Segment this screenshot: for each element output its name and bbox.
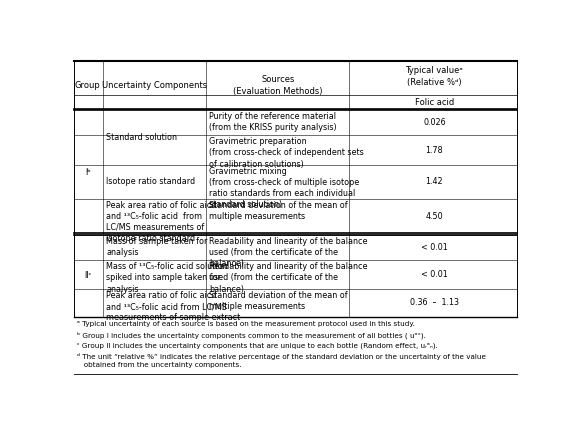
- Text: Group: Group: [75, 81, 100, 89]
- Text: Standard deviation of the mean of
multiple measurements: Standard deviation of the mean of multip…: [209, 291, 347, 311]
- Text: Gravimetric preparation
(from cross-check of independent sets
of calibration sol: Gravimetric preparation (from cross-chec…: [209, 137, 364, 169]
- Text: Standard deviation of the mean of
multiple measurements: Standard deviation of the mean of multip…: [209, 201, 347, 221]
- Text: Standard solution: Standard solution: [106, 133, 177, 142]
- Text: Readability and linearity of the balance
used (from the certificate of the
balan: Readability and linearity of the balance…: [209, 237, 368, 268]
- Text: 0.026: 0.026: [423, 118, 445, 127]
- Text: ᶜ Group II includes the uncertainty components that are unique to each bottle (R: ᶜ Group II includes the uncertainty comp…: [77, 343, 438, 349]
- Text: Uncertainty Components: Uncertainty Components: [102, 81, 207, 89]
- Text: IIᶜ: IIᶜ: [84, 271, 92, 280]
- Text: ᵇ Group I includes the uncertainty components common to the measurement of all b: ᵇ Group I includes the uncertainty compo…: [77, 332, 426, 339]
- Text: Sources
(Evaluation Methods): Sources (Evaluation Methods): [233, 75, 323, 95]
- Text: Purity of the reference material
(from the KRISS purity analysis): Purity of the reference material (from t…: [209, 112, 336, 132]
- Text: Mass of ¹³C₅-folic acid solution
spiked into sample taken for
analysis: Mass of ¹³C₅-folic acid solution spiked …: [106, 262, 228, 293]
- Text: ᵈ The unit “relative %” indicates the relative percentage of the standard deviat: ᵈ The unit “relative %” indicates the re…: [77, 353, 486, 368]
- Text: 1.78: 1.78: [425, 145, 443, 155]
- Text: 4.50: 4.50: [425, 212, 443, 221]
- Text: Iᵇ: Iᵇ: [85, 167, 91, 177]
- Text: Mass of sample taken for
analysis: Mass of sample taken for analysis: [106, 237, 208, 257]
- Text: ᵃ Typical uncertainty of each source is based on the measurement protocol used i: ᵃ Typical uncertainty of each source is …: [77, 321, 415, 327]
- Text: Folic acid: Folic acid: [415, 98, 454, 107]
- Text: Readability and linearity of the balance
used (from the certificate of the
balan: Readability and linearity of the balance…: [209, 262, 368, 293]
- Text: Peak area ratio of folic aicd
and ¹³C₅-folic acid  from
LC/MS measurements of
is: Peak area ratio of folic aicd and ¹³C₅-f…: [106, 201, 216, 243]
- Text: < 0.01: < 0.01: [421, 243, 448, 252]
- Text: Typical valueᵃ
(Relative %ᵈ): Typical valueᵃ (Relative %ᵈ): [406, 66, 463, 86]
- Text: < 0.01: < 0.01: [421, 270, 448, 279]
- Text: Peak area ratio of folic aicd
and ¹³C₅-folic acid from LC/MS
measurements of sam: Peak area ratio of folic aicd and ¹³C₅-f…: [106, 291, 241, 322]
- Text: 1.42: 1.42: [425, 177, 443, 186]
- Text: 0.36  –  1.13: 0.36 – 1.13: [410, 298, 459, 307]
- Text: Isotope ratio standard: Isotope ratio standard: [106, 177, 195, 186]
- Text: Gravimetric mixing
(from cross-check of multiple isotope
ratio standards from ea: Gravimetric mixing (from cross-check of …: [209, 167, 359, 209]
